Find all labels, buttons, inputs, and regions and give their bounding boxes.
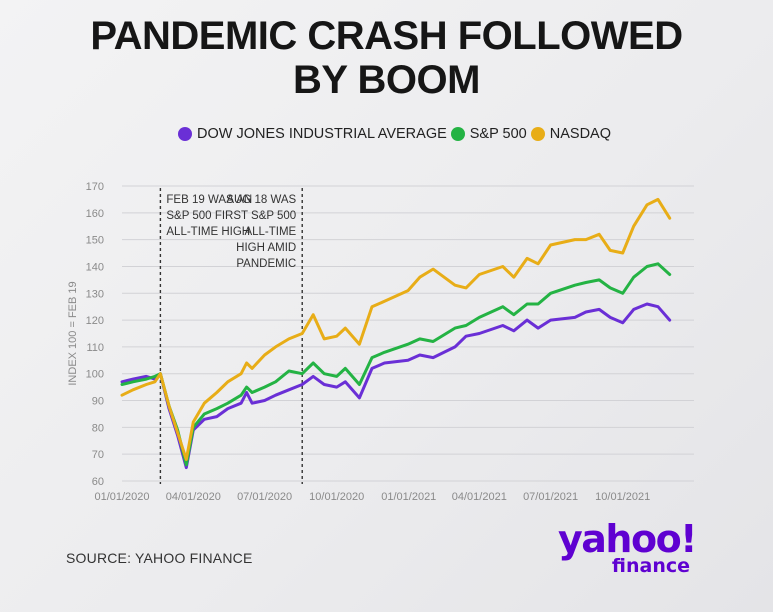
y-tick-label: 70 [92,449,104,461]
logo-sub: finance [611,555,691,577]
annotation-text: HIGH AMID [236,242,296,254]
legend-dot-dow [178,127,192,141]
y-tick-label: 110 [86,342,104,354]
legend-item-nasdaq: NASDAQ [530,126,611,142]
y-tick-label: 150 [86,235,104,247]
x-tick-label: 04/01/2020 [166,491,221,503]
legend-label-dow: DOW JONES INDUSTRIAL AVERAGE [197,126,447,142]
annotation-text: FEB 19 WAS AN [166,194,252,206]
x-tick-label: 07/01/2021 [523,491,578,503]
legend-item-sp500: S&P 500 [450,126,527,142]
annotation-text: PANDEMIC [236,258,296,270]
title-line-2: BY BOOM [293,58,480,102]
x-tick-label: 01/01/2020 [94,491,149,503]
page-title: PANDEMIC CRASH FOLLOWED BY BOOM [0,14,773,102]
legend-dot-nasdaq [530,127,545,141]
annotation-text: ALL-TIME [244,226,296,238]
annotation-text: ALL-TIME HIGH [166,226,250,238]
annotation-text: S&P 500 [166,210,211,222]
source-note: SOURCE: YAHOO FINANCE [66,550,253,566]
yahoo-finance-logo: yahoo! finance [558,517,698,577]
chart-legend: DOW JONES INDUSTRIAL AVERAGE S&P 500 NAS… [178,126,615,142]
x-tick-label: 01/01/2021 [381,491,436,503]
logo-brand: yahoo! [558,517,698,561]
legend-label-nasdaq: NASDAQ [549,126,611,142]
annotation-text: FIRST S&P 500 [215,210,296,222]
x-tick-label: 04/01/2021 [452,491,507,503]
title-line-1: PANDEMIC CRASH FOLLOWED [90,14,683,58]
series-line-dow [120,302,672,470]
y-tick-label: 130 [86,288,104,300]
y-tick-label: 170 [86,181,104,193]
x-tick-label: 10/01/2021 [595,491,650,503]
y-tick-label: 100 [86,369,104,381]
y-tick-label: 90 [92,396,104,408]
series-line-nasdaq [120,197,672,461]
y-tick-label: 60 [92,476,104,488]
legend-label-sp500: S&P 500 [469,126,527,142]
y-tick-label: 80 [92,422,104,434]
y-tick-label: 140 [86,261,104,273]
series-line-sp500 [120,262,672,467]
x-tick-label: 07/01/2020 [237,491,292,503]
x-tick-label: 10/01/2020 [309,491,364,503]
annotation-text: AUG 18 WAS [226,194,296,206]
y-tick-label: 160 [86,208,104,220]
y-tick-label: 120 [86,315,104,327]
legend-item-dow: DOW JONES INDUSTRIAL AVERAGE [178,126,447,142]
legend-dot-sp500 [450,127,465,141]
y-axis-label: INDEX 100 = FEB 19 [67,281,79,385]
